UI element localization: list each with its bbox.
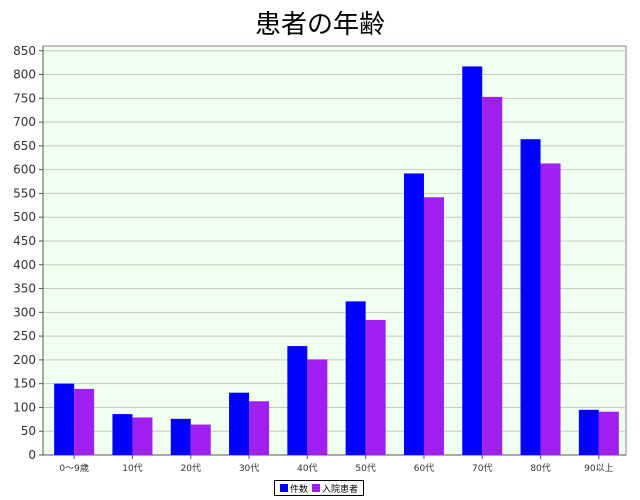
y-tick-label: 700 [13, 115, 36, 129]
y-tick-label: 750 [13, 91, 36, 105]
bar-inpatient [307, 359, 328, 455]
x-tick-label: 20代 [181, 463, 201, 474]
bar-inpatient [249, 401, 270, 455]
bar-count [112, 414, 133, 455]
x-tick-label: 70代 [472, 463, 492, 474]
bar-inpatient [190, 424, 211, 455]
y-tick-label: 0 [28, 448, 36, 462]
bar-inpatient [540, 163, 561, 455]
y-tick-label: 500 [13, 210, 36, 224]
y-tick-label: 550 [13, 186, 36, 200]
bar-count [520, 139, 541, 455]
y-tick-label: 800 [13, 68, 36, 82]
y-tick-label: 650 [13, 139, 36, 153]
y-tick-label: 250 [13, 329, 36, 343]
bar-inpatient [74, 388, 95, 455]
y-tick-label: 200 [13, 353, 36, 367]
chart-title: 患者の年齢 [254, 10, 385, 40]
y-tick-label: 450 [13, 234, 36, 248]
y-tick-label: 400 [13, 258, 36, 272]
legend-label-inpatient: 入院患者 [322, 484, 359, 495]
y-tick-label: 50 [21, 424, 36, 438]
bar-count [170, 418, 191, 455]
y-tick-label: 100 [13, 400, 36, 414]
bar-count [345, 301, 366, 455]
bar-count [229, 392, 250, 455]
x-tick-label: 10代 [122, 463, 142, 474]
y-tick-label: 150 [13, 377, 36, 391]
y-tick-label: 350 [13, 282, 36, 296]
y-tick-label: 600 [13, 163, 36, 177]
x-tick-label: 90以上 [584, 463, 613, 474]
legend-item-inpatient: 入院患者 [312, 482, 358, 495]
legend-item-count: 件数 [279, 482, 308, 495]
x-tick-label: 30代 [239, 463, 259, 474]
x-tick-label: 40代 [297, 463, 317, 474]
bar-inpatient [365, 319, 386, 455]
bar-inpatient [132, 417, 153, 455]
bar-count [287, 346, 308, 455]
y-tick-label: 300 [13, 305, 36, 319]
x-tick-label: 50代 [355, 463, 375, 474]
bar-count [462, 66, 483, 455]
bar-count [403, 173, 424, 455]
bar-count [578, 409, 599, 455]
bar-inpatient [598, 411, 619, 455]
bar-inpatient [482, 96, 503, 455]
legend-swatch-count [279, 484, 288, 492]
y-tick-label: 850 [13, 44, 36, 58]
x-tick-label: 0〜9歳 [59, 462, 88, 474]
legend-label-count: 件数 [289, 484, 308, 495]
x-tick-label: 80代 [530, 463, 550, 474]
x-tick-label: 60代 [414, 463, 434, 474]
legend-swatch-inpatient [312, 484, 320, 492]
bar-inpatient [423, 197, 444, 456]
legend: 件数 入院患者 [274, 480, 364, 496]
bar-count [54, 383, 75, 455]
